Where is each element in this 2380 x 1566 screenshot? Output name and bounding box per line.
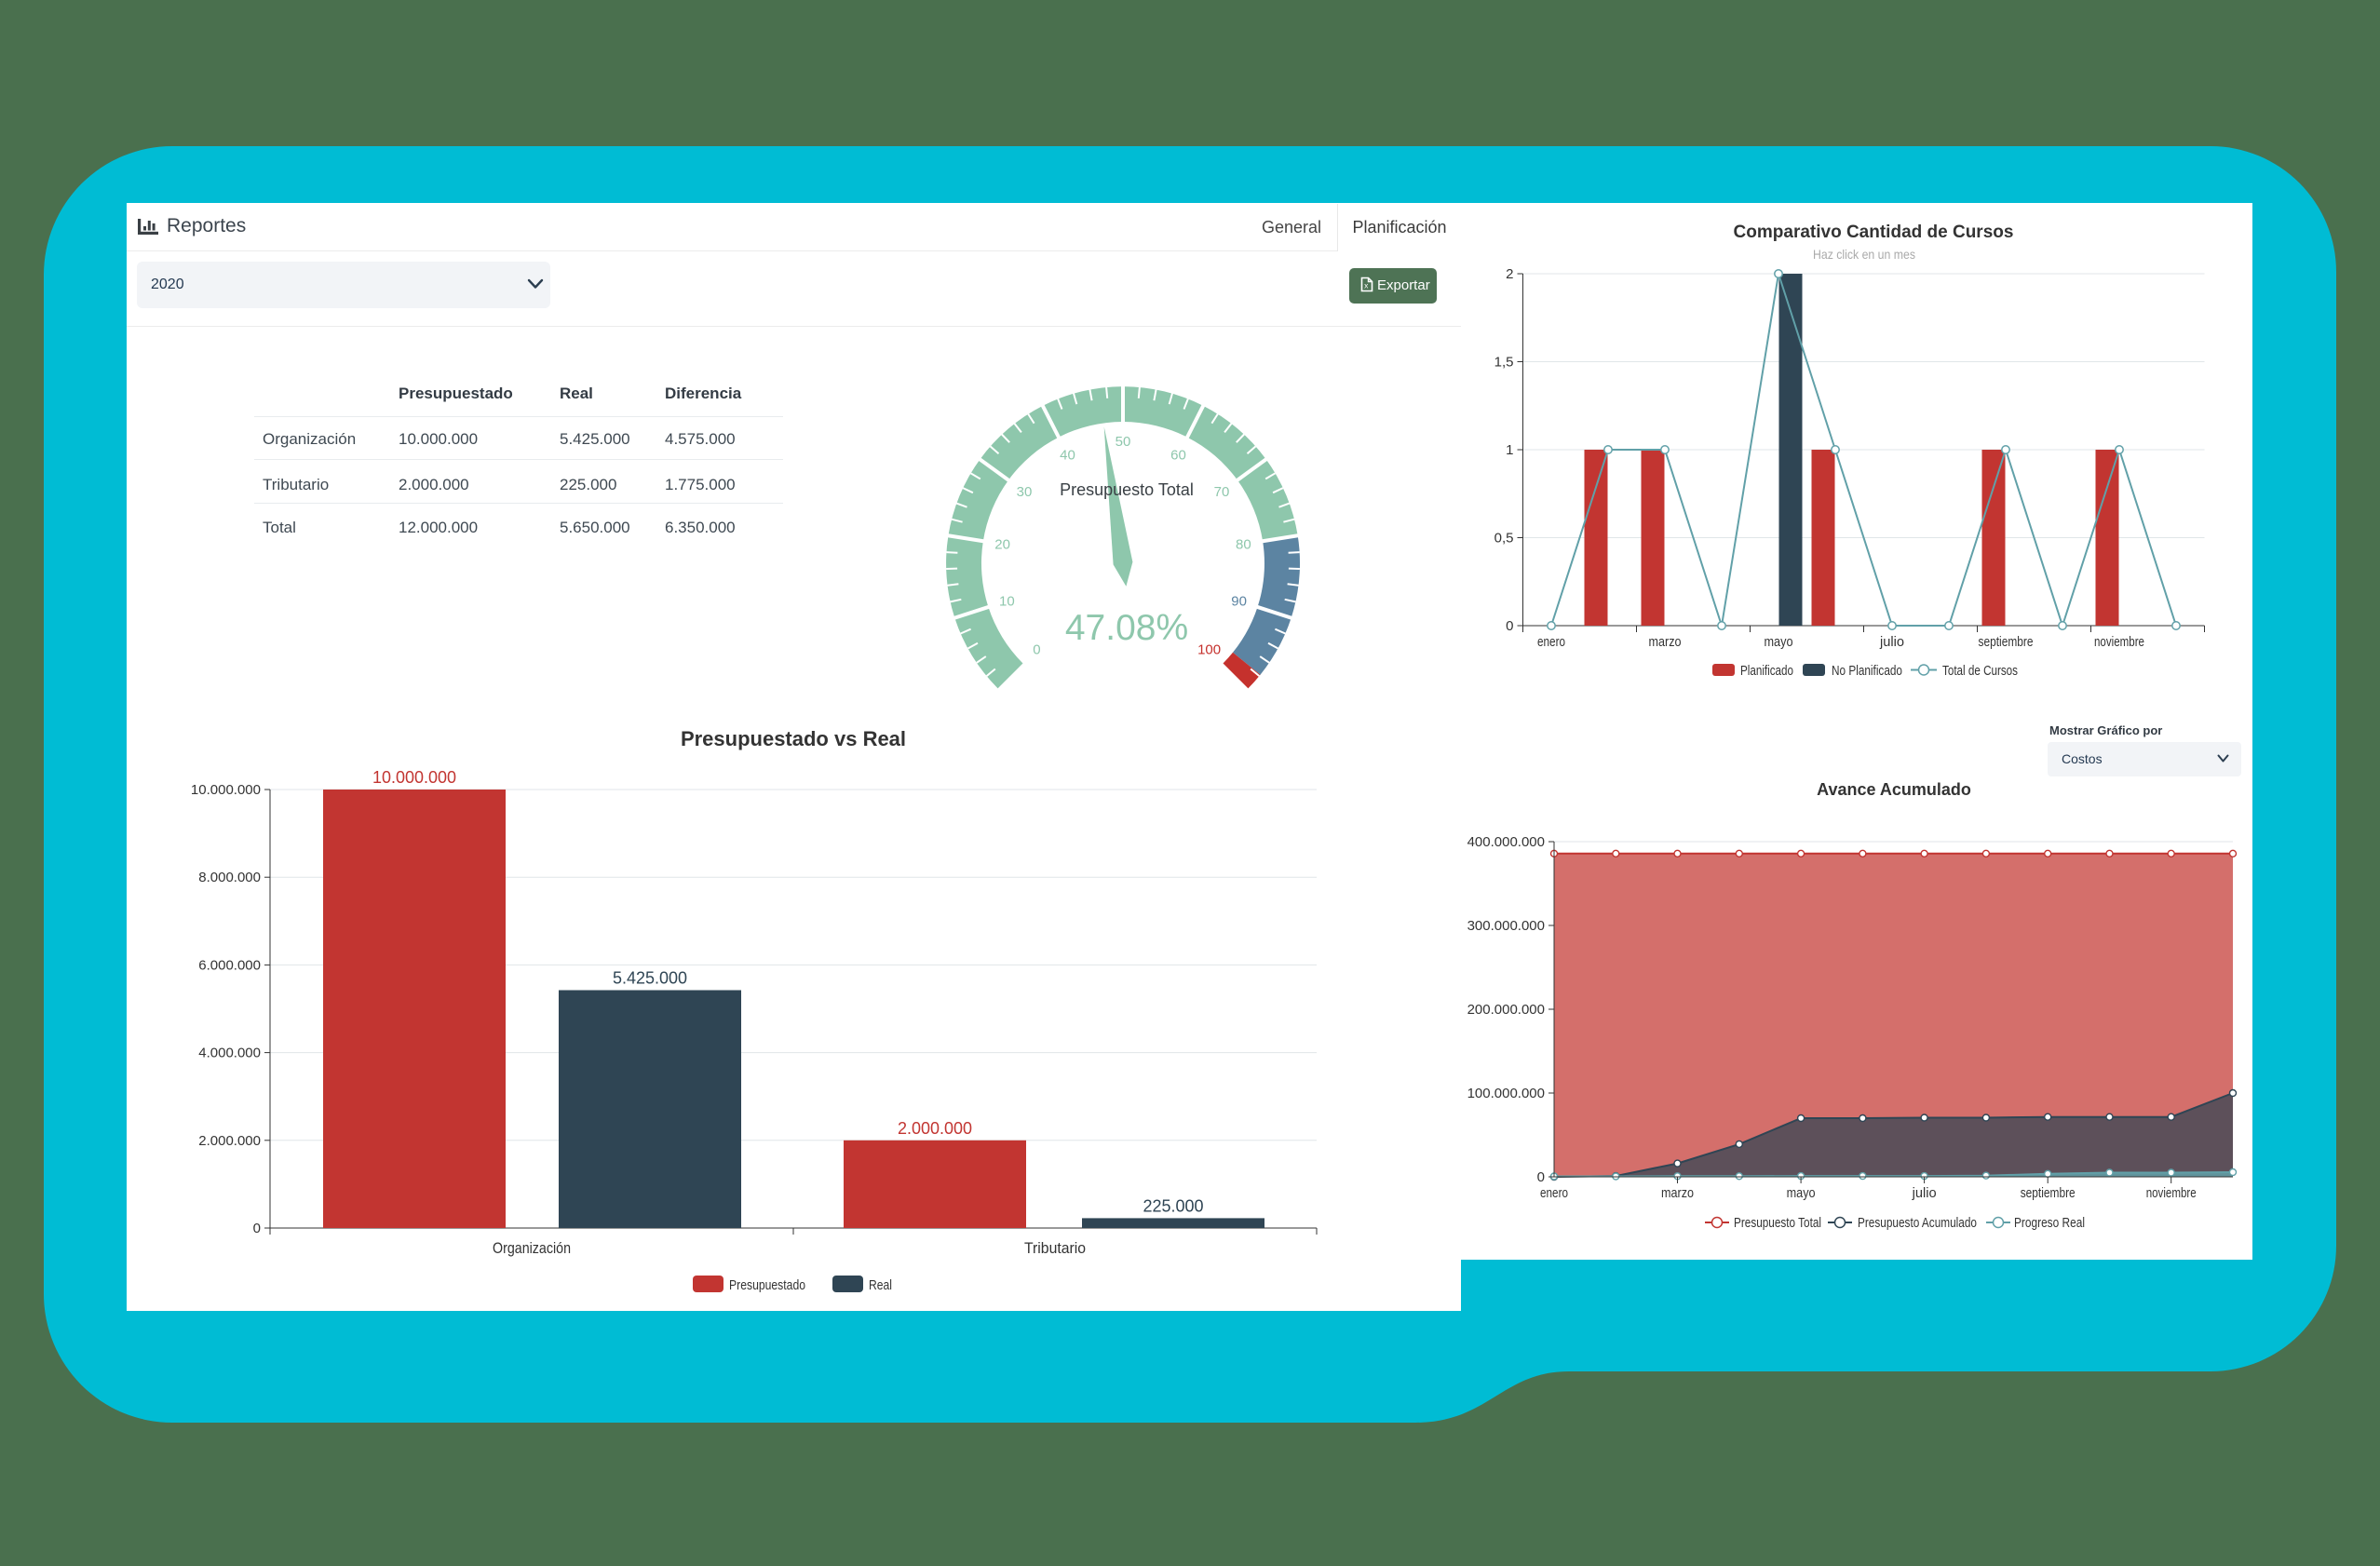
svg-text:x: x xyxy=(1364,280,1369,290)
